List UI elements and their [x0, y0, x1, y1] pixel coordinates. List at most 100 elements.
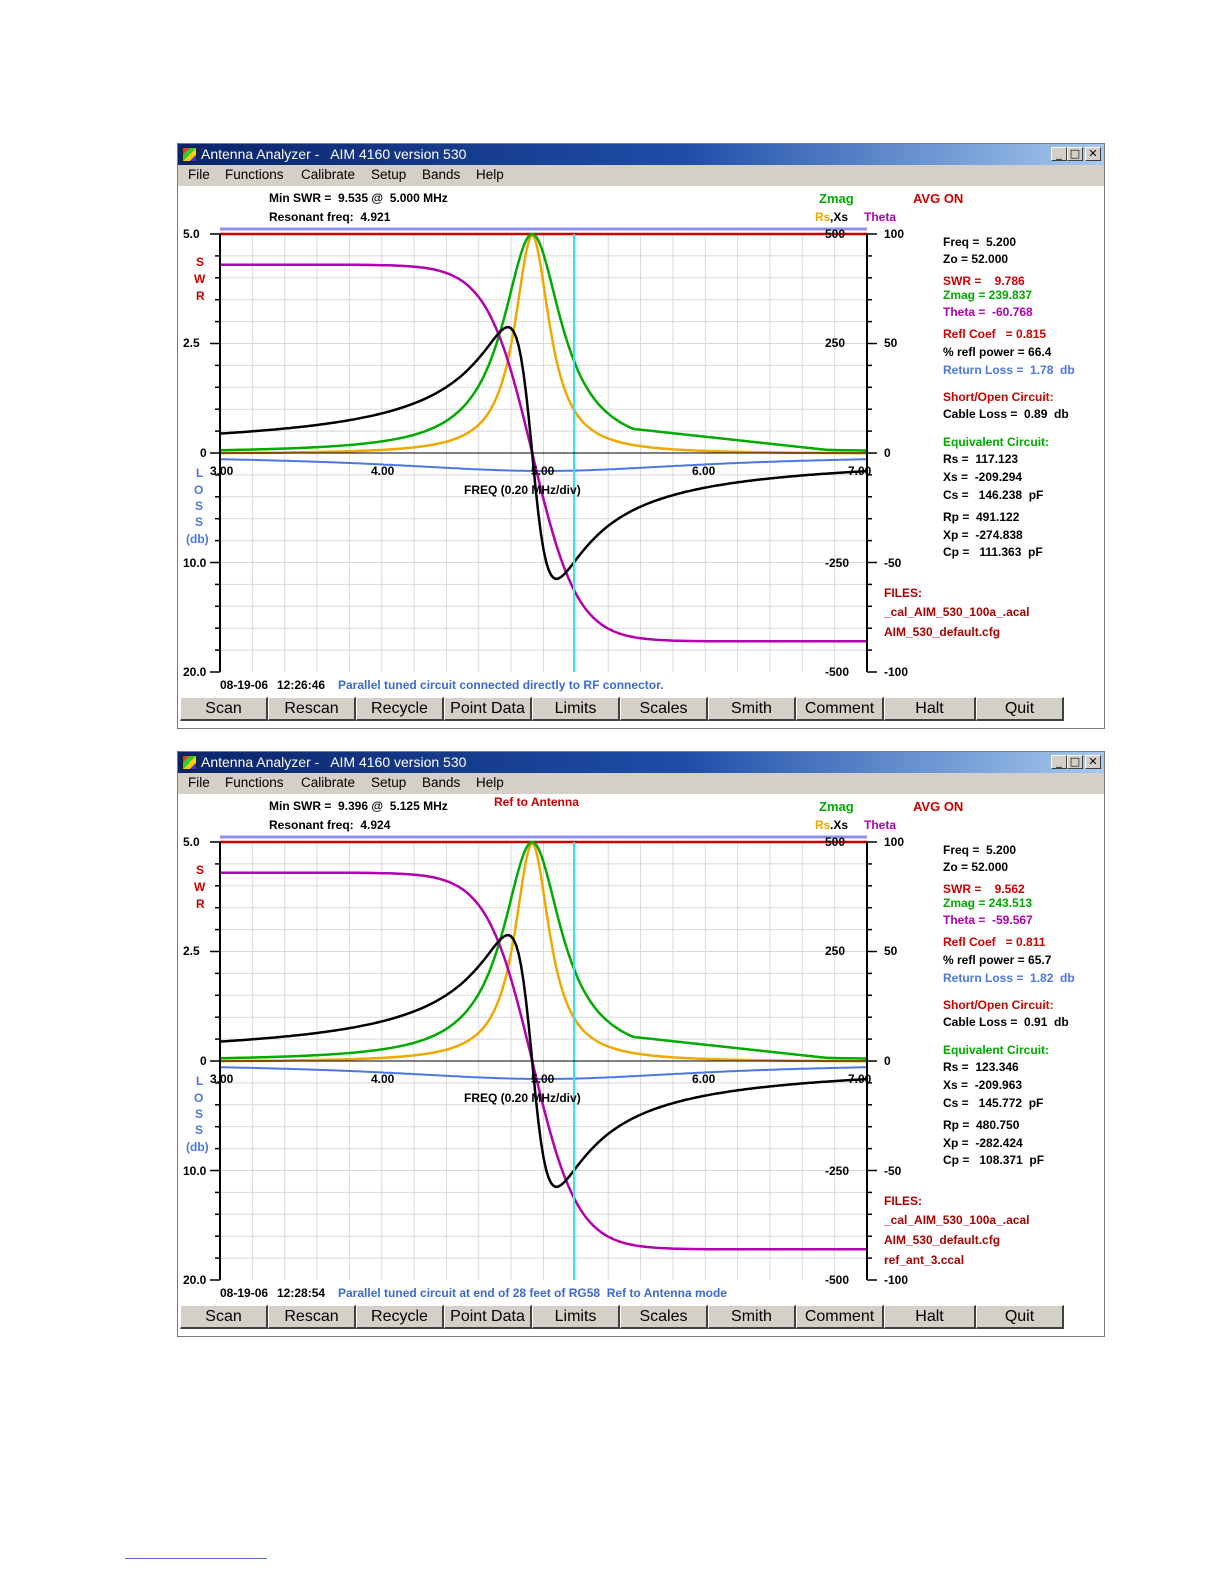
theta-tick-top: 100 — [884, 227, 905, 241]
limits-button[interactable]: Limits — [532, 1305, 620, 1329]
menu-file[interactable]: File — [188, 775, 210, 790]
legend-zmag: Zmag — [819, 191, 854, 206]
menu-file[interactable]: File — [188, 167, 210, 182]
zmag-curve — [219, 232, 868, 452]
files-label: FILES: — [884, 586, 922, 600]
file-item: AIM_530_default.cfg — [884, 625, 1001, 639]
menu-setup[interactable]: Setup — [371, 167, 407, 182]
xs-curve — [219, 325, 868, 581]
button-bar: Scan Rescan Recycle Point Data Limits Sc… — [178, 1304, 1104, 1336]
scan-button[interactable]: Scan — [180, 697, 268, 721]
menu-setup[interactable]: Setup — [371, 775, 407, 790]
loss-axis-letter-l: L — [196, 466, 204, 480]
scales-button[interactable]: Scales — [620, 1305, 708, 1329]
rescan-button[interactable]: Rescan — [268, 1305, 356, 1329]
theta-curve — [220, 263, 867, 643]
halt-button[interactable]: Halt — [884, 1305, 976, 1329]
button-bar: Scan Rescan Recycle Point Data Limits Sc… — [178, 696, 1104, 728]
legend-rs: Rs — [815, 210, 831, 224]
menu-calibrate[interactable]: Calibrate — [301, 775, 356, 790]
recycle-button[interactable]: Recycle — [356, 1305, 444, 1329]
smith-button[interactable]: Smith — [708, 1305, 796, 1329]
loss-axis-letter-o: O — [194, 483, 204, 497]
freq-tick-3: 3.00 — [210, 464, 234, 478]
swr-axis-letter-w: W — [194, 272, 206, 286]
swr-tick-mid: 2.5 — [183, 336, 200, 350]
close-icon[interactable]: ✕ — [1085, 755, 1101, 769]
point-data-button[interactable]: Point Data — [444, 697, 532, 721]
loss-axis-letter-s2: S — [195, 1123, 204, 1137]
menu-bands[interactable]: Bands — [422, 167, 461, 182]
scan-date: 08-19-06 — [220, 1286, 269, 1300]
ref-note: Ref to Antenna — [494, 795, 579, 809]
close-icon[interactable]: ✕ — [1085, 147, 1101, 161]
loss-tick-bot: 20.0 — [183, 1273, 207, 1287]
loss-tick-bot: 20.0 — [183, 665, 207, 679]
swr-axis-letter-w: W — [194, 880, 206, 894]
swr-tick-top: 5.0 — [183, 835, 200, 849]
freq-axis-label: FREQ (0.20 MHz/div) — [464, 1091, 581, 1105]
loss-axis-letter-s2: S — [195, 515, 204, 529]
scan-time: 12:28:54 — [277, 1286, 326, 1300]
quit-button[interactable]: Quit — [976, 697, 1064, 721]
return-loss-curve — [219, 458, 868, 472]
halt-button[interactable]: Halt — [884, 697, 976, 721]
quit-button[interactable]: Quit — [976, 1305, 1064, 1329]
legend-theta: Theta — [864, 210, 897, 224]
rs-curve — [220, 842, 867, 1063]
readout-xp: Xp = -282.424 — [943, 1136, 1023, 1150]
menu-help[interactable]: Help — [476, 167, 504, 182]
scan-time: 12:26:46 — [277, 678, 326, 692]
rescan-button[interactable]: Rescan — [268, 697, 356, 721]
maximize-icon[interactable]: □ — [1067, 755, 1083, 769]
minimize-icon[interactable]: _ — [1051, 755, 1067, 769]
freq-tick-6: 6.00 — [692, 464, 716, 478]
xs-curve — [219, 933, 868, 1189]
title-bar[interactable]: Antenna Analyzer - AIM 4160 version 530 … — [178, 752, 1104, 773]
title-bar[interactable]: Antenna Analyzer - AIM 4160 version 530 … — [178, 144, 1104, 165]
readout-return-loss: Return Loss = 1.82 db — [943, 971, 1075, 985]
menu-bands[interactable]: Bands — [422, 775, 461, 790]
readout-rp: Rp = 491.122 — [943, 510, 1020, 524]
recycle-button[interactable]: Recycle — [356, 697, 444, 721]
freq-tick-6: 6.00 — [692, 1072, 716, 1086]
menu-help[interactable]: Help — [476, 775, 504, 790]
readout-xs: Xs = -209.963 — [943, 1078, 1023, 1092]
maximize-icon[interactable]: □ — [1067, 147, 1083, 161]
limits-button[interactable]: Limits — [532, 697, 620, 721]
theta-tick-mid: 50 — [884, 944, 898, 958]
comment-button[interactable]: Comment — [796, 1305, 884, 1329]
legend-theta: Theta — [864, 818, 897, 832]
readout-short-open: Short/Open Circuit: — [943, 390, 1054, 404]
smith-button[interactable]: Smith — [708, 697, 796, 721]
return-loss-curve — [219, 1066, 868, 1080]
menu-functions[interactable]: Functions — [225, 775, 284, 790]
comment-button[interactable]: Comment — [796, 697, 884, 721]
plot-area[interactable]: Min SWR = 9.535 @ 5.000 MHz Resonant fre… — [178, 186, 1104, 696]
theta-tick-top: 100 — [884, 835, 905, 849]
theta-tick-bot: -100 — [884, 1273, 909, 1287]
readout-short-open: Short/Open Circuit: — [943, 998, 1054, 1012]
point-data-button[interactable]: Point Data — [444, 1305, 532, 1329]
freq-tick-5: 5.00 — [531, 464, 555, 478]
swr-axis-letter-s: S — [196, 863, 205, 877]
readout-freq: Freq = 5.200 — [943, 235, 1017, 249]
min-swr-text: Min SWR = 9.396 @ 5.125 MHz — [269, 799, 448, 813]
scales-button[interactable]: Scales — [620, 697, 708, 721]
readout-rs: Rs = 117.123 — [943, 452, 1019, 466]
menu-calibrate[interactable]: Calibrate — [301, 167, 356, 182]
swr-tick-top: 5.0 — [183, 227, 200, 241]
readout-rs: Rs = 123.346 — [943, 1060, 1019, 1074]
scan-button[interactable]: Scan — [180, 1305, 268, 1329]
theta-tick-mid: 50 — [884, 336, 898, 350]
files-label: FILES: — [884, 1194, 922, 1208]
menu-functions[interactable]: Functions — [225, 167, 284, 182]
theta-tick-bot: -100 — [884, 665, 909, 679]
theta-tick-neg: -50 — [884, 556, 902, 570]
minimize-icon[interactable]: _ — [1051, 147, 1067, 161]
readout-swr: SWR = 9.562 — [943, 882, 1025, 896]
readout-refl-coef: Refl Coef = 0.815 — [943, 327, 1047, 341]
axis-ticks — [210, 233, 877, 673]
legend-xs: ,Xs — [830, 210, 849, 224]
plot-area[interactable]: Min SWR = 9.396 @ 5.125 MHz Resonant fre… — [178, 794, 1104, 1304]
